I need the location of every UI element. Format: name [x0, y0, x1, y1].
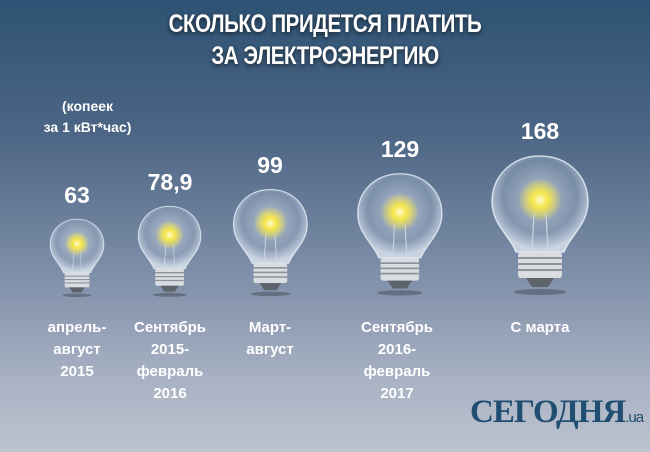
value-label: 78,9: [147, 168, 193, 195]
value-label: 63: [64, 182, 90, 209]
bulb-mark: [357, 173, 443, 296]
unit-label: (копеек за 1 кВт*час): [43, 98, 132, 135]
value-label: 129: [380, 136, 420, 163]
category-label: апрель- август 2015: [47, 319, 107, 380]
segodnya-logo: СЕГОДНЯ.ua: [470, 394, 644, 430]
bulb-mark: [49, 218, 105, 298]
category-label: Сентябрь 2016- февраль 2017: [361, 319, 433, 402]
category-label: С марта: [510, 319, 570, 336]
value-label: 99: [257, 151, 283, 178]
category-label: Сентябрь 2015- февраль 2016: [134, 319, 206, 402]
title-line-2: ЗА ЭЛЕКТРОЭНЕРГИЮ: [211, 42, 439, 70]
category-label: Март- август: [246, 319, 294, 358]
bulb-mark: [491, 155, 589, 295]
bulb-mark: [232, 188, 308, 297]
value-label: 168: [520, 118, 560, 144]
bulb-mark: [138, 205, 202, 297]
title-line-1: СКОЛЬКО ПРИДЕТСЯ ПЛАТИТЬ: [168, 10, 482, 38]
